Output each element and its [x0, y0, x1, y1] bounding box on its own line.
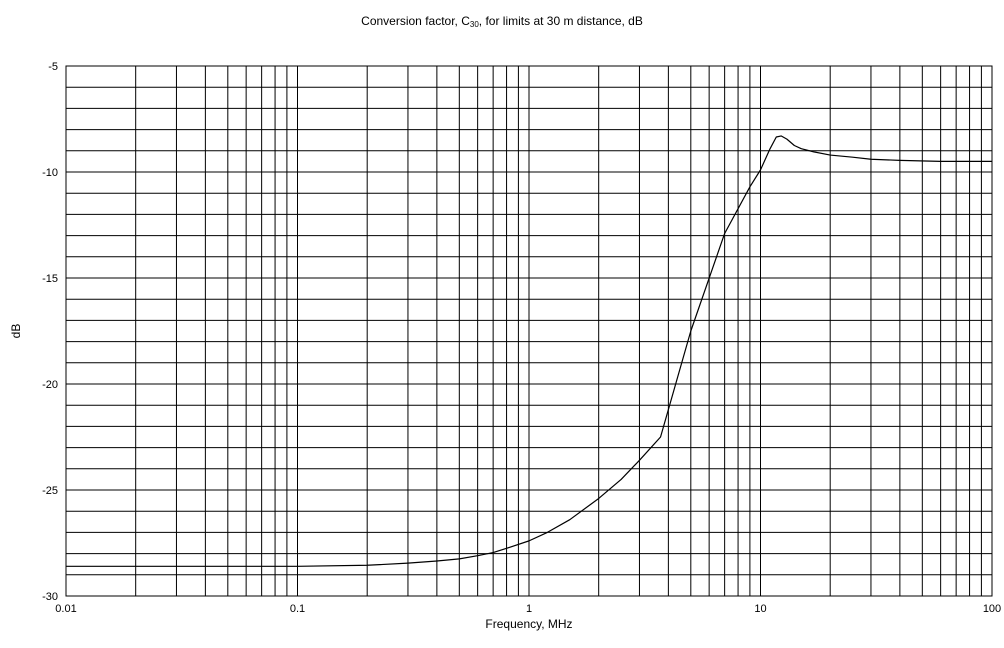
x-tick-label: 0.01: [55, 603, 76, 615]
y-tick-label: -20: [42, 379, 58, 391]
x-tick-label: 100: [983, 603, 1001, 615]
y-axis-label: dB: [9, 324, 23, 339]
y-tick-label: -30: [42, 591, 58, 603]
grid-lines: [66, 66, 992, 596]
x-tick-labels: 0.01 0.1 1 10 100: [55, 603, 1001, 615]
x-axis-label: Frequency, MHz: [485, 617, 572, 631]
y-tick-label: -25: [42, 485, 58, 497]
chart-title-subscript: 30: [469, 20, 479, 29]
y-tick-label: -5: [48, 61, 58, 73]
y-tick-labels: -5 -10 -15 -20 -25 -30: [42, 61, 58, 603]
chart-title: Conversion factor, C30, for limits at 30…: [0, 14, 1004, 29]
y-tick-label: -10: [42, 167, 58, 179]
plot-frame: [65, 65, 993, 597]
y-tick-label: -15: [42, 273, 58, 285]
series-group: [66, 135, 992, 567]
x-tick-label: 1: [526, 603, 532, 615]
chart-title-text: Conversion factor, C: [361, 14, 470, 28]
series-line: [66, 135, 992, 567]
x-tick-label: 0.1: [290, 603, 305, 615]
x-tick-label: 10: [754, 603, 766, 615]
chart-title-suffix: , for limits at 30 m distance, dB: [478, 14, 643, 28]
